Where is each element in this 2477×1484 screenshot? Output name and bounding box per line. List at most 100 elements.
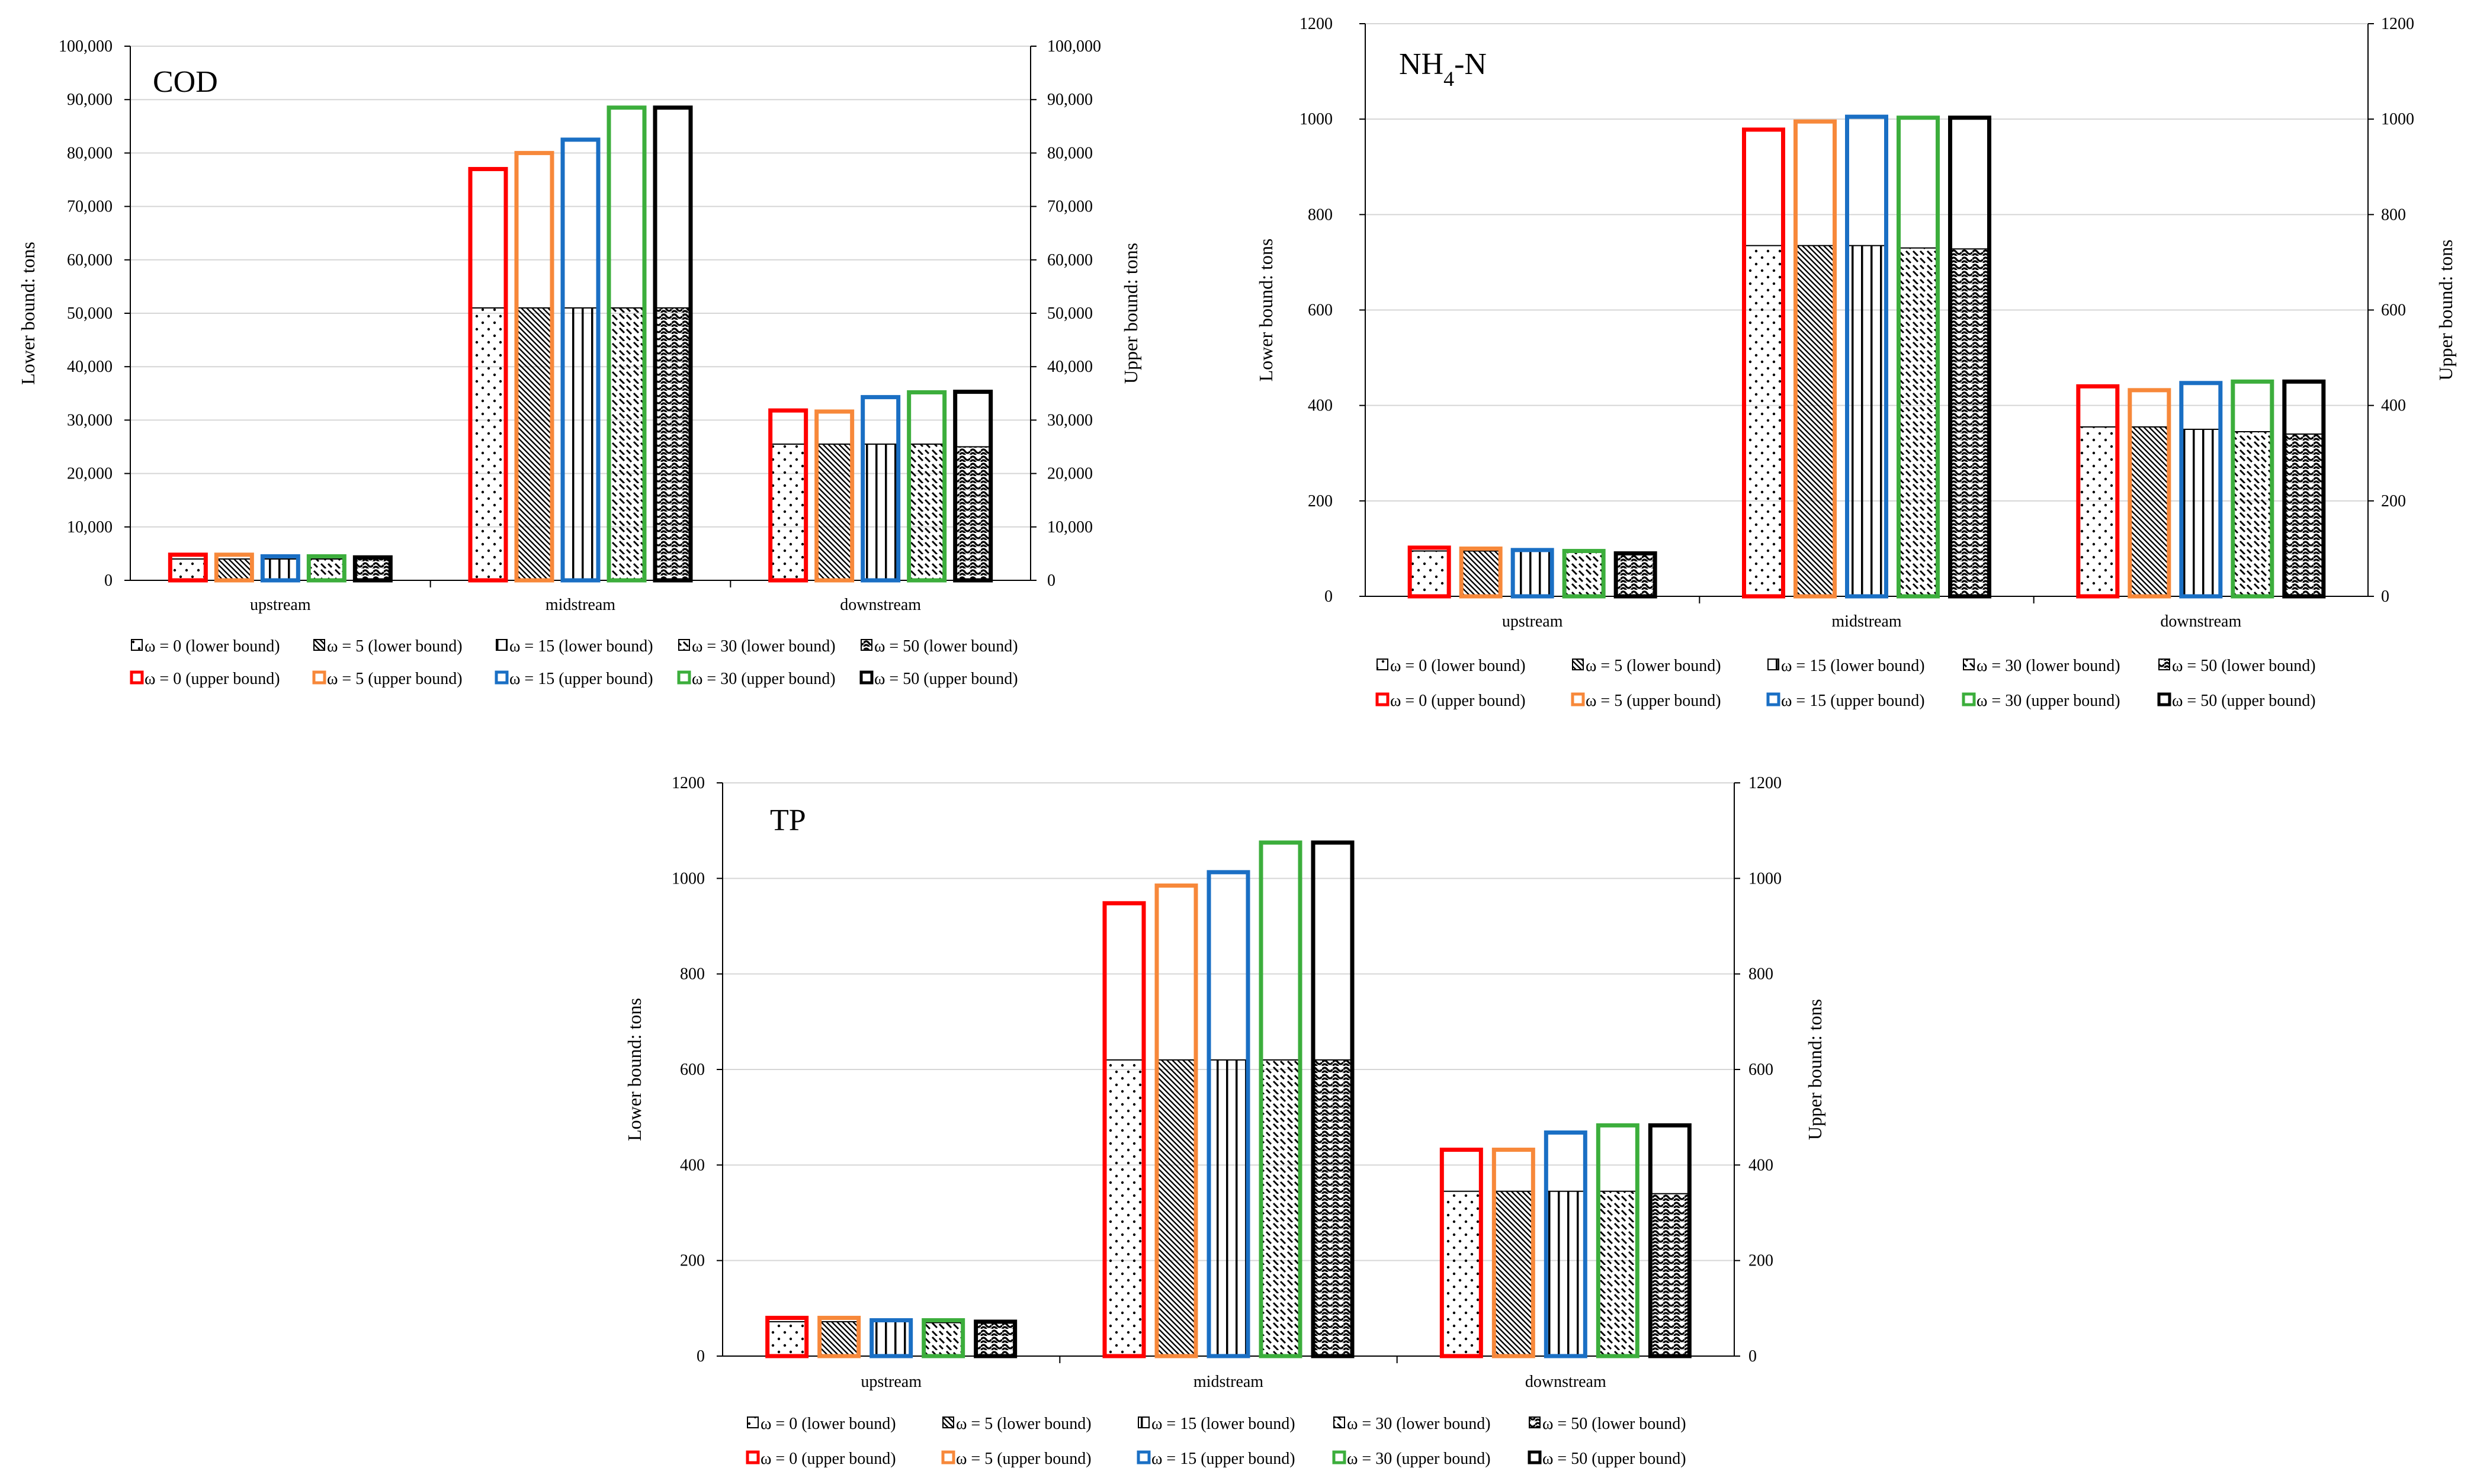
y-tick-label: 80,000	[67, 144, 113, 162]
bar-lower-bound	[262, 558, 299, 581]
legend-label-upper: ω = 15 (upper bound)	[509, 670, 653, 688]
y2-tick-label: 90,000	[1047, 91, 1093, 109]
bar-upper-bound	[2231, 379, 2274, 599]
y2-tick-label: 30,000	[1047, 411, 1093, 429]
legend-swatch-upper	[1332, 1450, 1346, 1464]
bar-upper-bound	[1207, 870, 1250, 1358]
y-axis-title: Lower bound: tons	[624, 998, 645, 1141]
bar-upper-bound	[468, 166, 508, 583]
bar-upper-bound	[2282, 379, 2326, 599]
legend-swatch-lower	[313, 639, 325, 651]
legend-swatch-upper	[859, 670, 874, 685]
y-tick-label: 1200	[1300, 15, 1333, 33]
bar-lower-bound	[1597, 1190, 1638, 1357]
bar-upper-bound	[1439, 1148, 1483, 1358]
bar-upper-bound	[765, 1315, 809, 1358]
bar-lower-bound	[216, 558, 253, 581]
bar-lower-bound	[1898, 247, 1939, 598]
legend-swatch-lower	[1333, 1416, 1345, 1428]
category-label: midstream	[1831, 612, 1901, 631]
bar-upper-bound	[1742, 127, 1785, 599]
legend-swatch-upper	[746, 1450, 760, 1464]
legend-swatch-lower	[861, 639, 872, 651]
y-tick-label: 100,000	[59, 37, 113, 56]
bar-lower-bound	[1493, 1190, 1534, 1357]
y-tick-label: 600	[680, 1061, 705, 1079]
bar-upper-bound	[306, 554, 346, 583]
y-tick-label: 60,000	[67, 251, 113, 269]
legend-label-upper: ω = 30 (upper bound)	[1347, 1450, 1491, 1468]
y2-tick-label: 1000	[1748, 869, 1782, 888]
legend-label-upper: ω = 50 (upper bound)	[874, 670, 1018, 688]
legend-swatch-upper	[130, 670, 144, 685]
y-tick-label: 0	[697, 1347, 705, 1366]
bar-lower-bound	[516, 307, 553, 581]
y-tick-label: 1000	[672, 869, 705, 888]
legend-swatch-upper	[677, 670, 691, 685]
y-tick-label: 800	[680, 965, 705, 984]
panel-title-suffix: -N	[1454, 47, 1487, 81]
bar-upper-bound	[907, 390, 947, 583]
category-label: midstream	[1193, 1373, 1263, 1391]
bar-upper-bound	[1510, 548, 1554, 599]
bar-lower-bound	[1409, 550, 1450, 598]
y-axis-title: Lower bound: tons	[17, 242, 38, 385]
y2-axis-title: Upper bound: tons	[1804, 999, 1825, 1140]
y2-axis-title: Upper bound: tons	[1120, 243, 1141, 384]
bar-lower-bound	[562, 307, 599, 581]
bar-upper-bound	[1648, 1123, 1692, 1358]
bar-lower-bound	[954, 446, 992, 581]
legend-swatch-lower	[131, 639, 143, 651]
bar-upper-bound	[1491, 1148, 1535, 1358]
category-label: upstream	[1502, 612, 1563, 631]
nh4-chart: 0 0 200 200 400 400 600 600 800 800 1000 1000 1200 12…	[1255, 15, 2456, 710]
bar-lower-bound	[308, 558, 345, 581]
bar-upper-bound	[1613, 551, 1657, 599]
bar-upper-bound	[814, 409, 855, 583]
bar-upper-bound	[260, 554, 300, 583]
y2-tick-label: 400	[1748, 1156, 1773, 1174]
legend-swatch-lower	[1572, 659, 1584, 670]
bar-lower-bound	[1650, 1193, 1690, 1357]
bar-lower-bound	[2077, 426, 2118, 597]
y-tick-label: 10,000	[67, 518, 113, 537]
bar-upper-bound	[2076, 384, 2120, 599]
legend-label-lower: ω = 30 (lower bound)	[1347, 1415, 1491, 1433]
bar-upper-bound	[514, 150, 554, 583]
y-tick-label: 400	[1308, 397, 1333, 415]
bar-upper-bound	[1459, 546, 1503, 599]
y2-tick-label: 100,000	[1047, 37, 1101, 56]
y-tick-label: 1000	[1300, 110, 1333, 129]
bar-lower-bound	[2129, 426, 2170, 597]
bar-lower-bound	[1441, 1190, 1482, 1357]
legend-swatch-upper	[1962, 692, 1976, 706]
bar-upper-bound	[768, 408, 808, 583]
bar-lower-bound	[2180, 428, 2221, 597]
legend-label-upper: ω = 30 (upper bound)	[692, 670, 836, 688]
bar-lower-bound	[1949, 248, 1990, 597]
y2-tick-label: 600	[1748, 1061, 1773, 1079]
tp-chart: 0 0 200 200 400 400 600 600 800 800 1000 1000 1200 12…	[624, 774, 1825, 1468]
legend-swatch-lower	[496, 639, 508, 651]
y2-tick-label: 200	[2381, 492, 2406, 510]
bar-upper-bound	[1897, 115, 1940, 599]
legend-label-lower: ω = 15 (lower bound)	[509, 637, 653, 656]
legend-label-lower: ω = 5 (lower bound)	[327, 637, 463, 656]
y-tick-label: 30,000	[67, 411, 113, 429]
y-tick-label: 600	[1308, 301, 1333, 320]
bar-lower-bound	[871, 1321, 912, 1357]
bar-lower-bound	[1156, 1059, 1196, 1357]
y-tick-label: 1200	[672, 774, 705, 792]
category-label: midstream	[546, 596, 615, 614]
legend-label-upper: ω = 0 (upper bound)	[1390, 692, 1526, 710]
bar-lower-bound	[975, 1322, 1016, 1357]
legend-label-lower: ω = 50 (lower bound)	[2172, 657, 2316, 675]
y-tick-label: 200	[680, 1252, 705, 1270]
y-tick-label: 400	[680, 1156, 705, 1174]
y-tick-label: 40,000	[67, 358, 113, 376]
y2-tick-label: 1200	[2381, 15, 2414, 33]
bar-lower-bound	[766, 1321, 807, 1357]
legend-label-lower: ω = 0 (lower bound)	[145, 637, 280, 656]
y2-tick-label: 20,000	[1047, 465, 1093, 483]
